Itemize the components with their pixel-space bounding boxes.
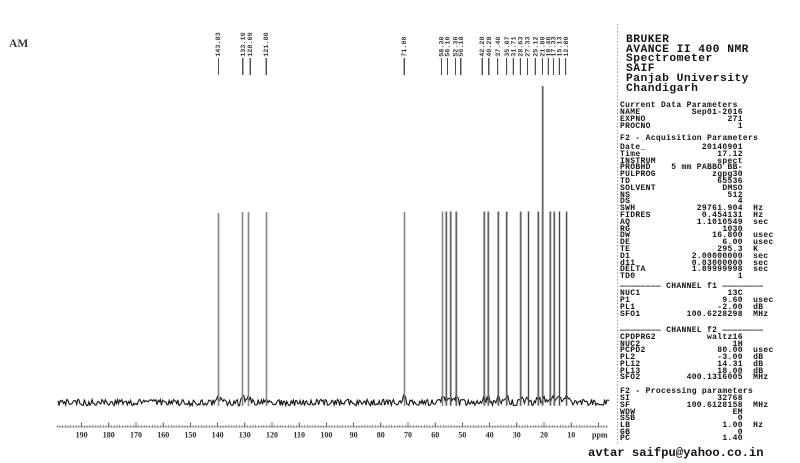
svg-text:28.63: 28.63 (518, 36, 526, 56)
svg-text:37.40: 37.40 (495, 36, 503, 56)
svg-text:27.33: 27.33 (525, 36, 533, 56)
svg-text:121.80: 121.80 (263, 32, 271, 56)
svg-text:50.18: 50.18 (458, 36, 466, 56)
svg-text:150: 150 (184, 431, 196, 440)
svg-text:50: 50 (458, 431, 466, 440)
svg-text:90: 90 (350, 431, 358, 440)
svg-text:143.83: 143.83 (215, 32, 223, 56)
svg-text:70: 70 (404, 431, 412, 440)
svg-text:10: 10 (567, 431, 575, 440)
svg-text:21.80: 21.80 (540, 36, 548, 56)
svg-text:140: 140 (212, 431, 224, 440)
svg-text:100: 100 (320, 431, 332, 440)
svg-text:160: 160 (157, 431, 169, 440)
svg-text:133.10: 133.10 (240, 32, 248, 56)
svg-text:170: 170 (130, 431, 142, 440)
svg-text:25.12: 25.12 (532, 36, 540, 56)
svg-text:40.28: 40.28 (486, 36, 494, 56)
svg-text:56.10: 56.10 (445, 36, 453, 56)
svg-text:58.30: 58.30 (439, 36, 447, 56)
svg-text:120: 120 (266, 431, 278, 440)
svg-text:130: 130 (239, 431, 251, 440)
svg-text:42.28: 42.28 (479, 36, 487, 56)
svg-text:30: 30 (513, 431, 521, 440)
svg-text:128.69: 128.69 (247, 32, 255, 56)
svg-text:52.30: 52.30 (453, 36, 461, 56)
svg-text:15.13: 15.13 (556, 36, 564, 56)
svg-text:35.87: 35.87 (504, 36, 512, 56)
svg-text:71.60: 71.60 (401, 36, 409, 56)
svg-text:60: 60 (431, 431, 439, 440)
svg-text:180: 180 (103, 431, 115, 440)
svg-text:80: 80 (377, 431, 385, 440)
svg-text:190: 190 (76, 431, 88, 440)
svg-text:20: 20 (540, 431, 548, 440)
svg-text:31.71: 31.71 (510, 36, 518, 56)
svg-text:17.33: 17.33 (551, 36, 559, 56)
svg-text:12.80: 12.80 (563, 36, 571, 56)
svg-text:110: 110 (293, 431, 305, 440)
svg-text:19.46: 19.46 (545, 36, 553, 56)
svg-text:40: 40 (486, 431, 494, 440)
svg-text:ppm: ppm (592, 431, 608, 440)
